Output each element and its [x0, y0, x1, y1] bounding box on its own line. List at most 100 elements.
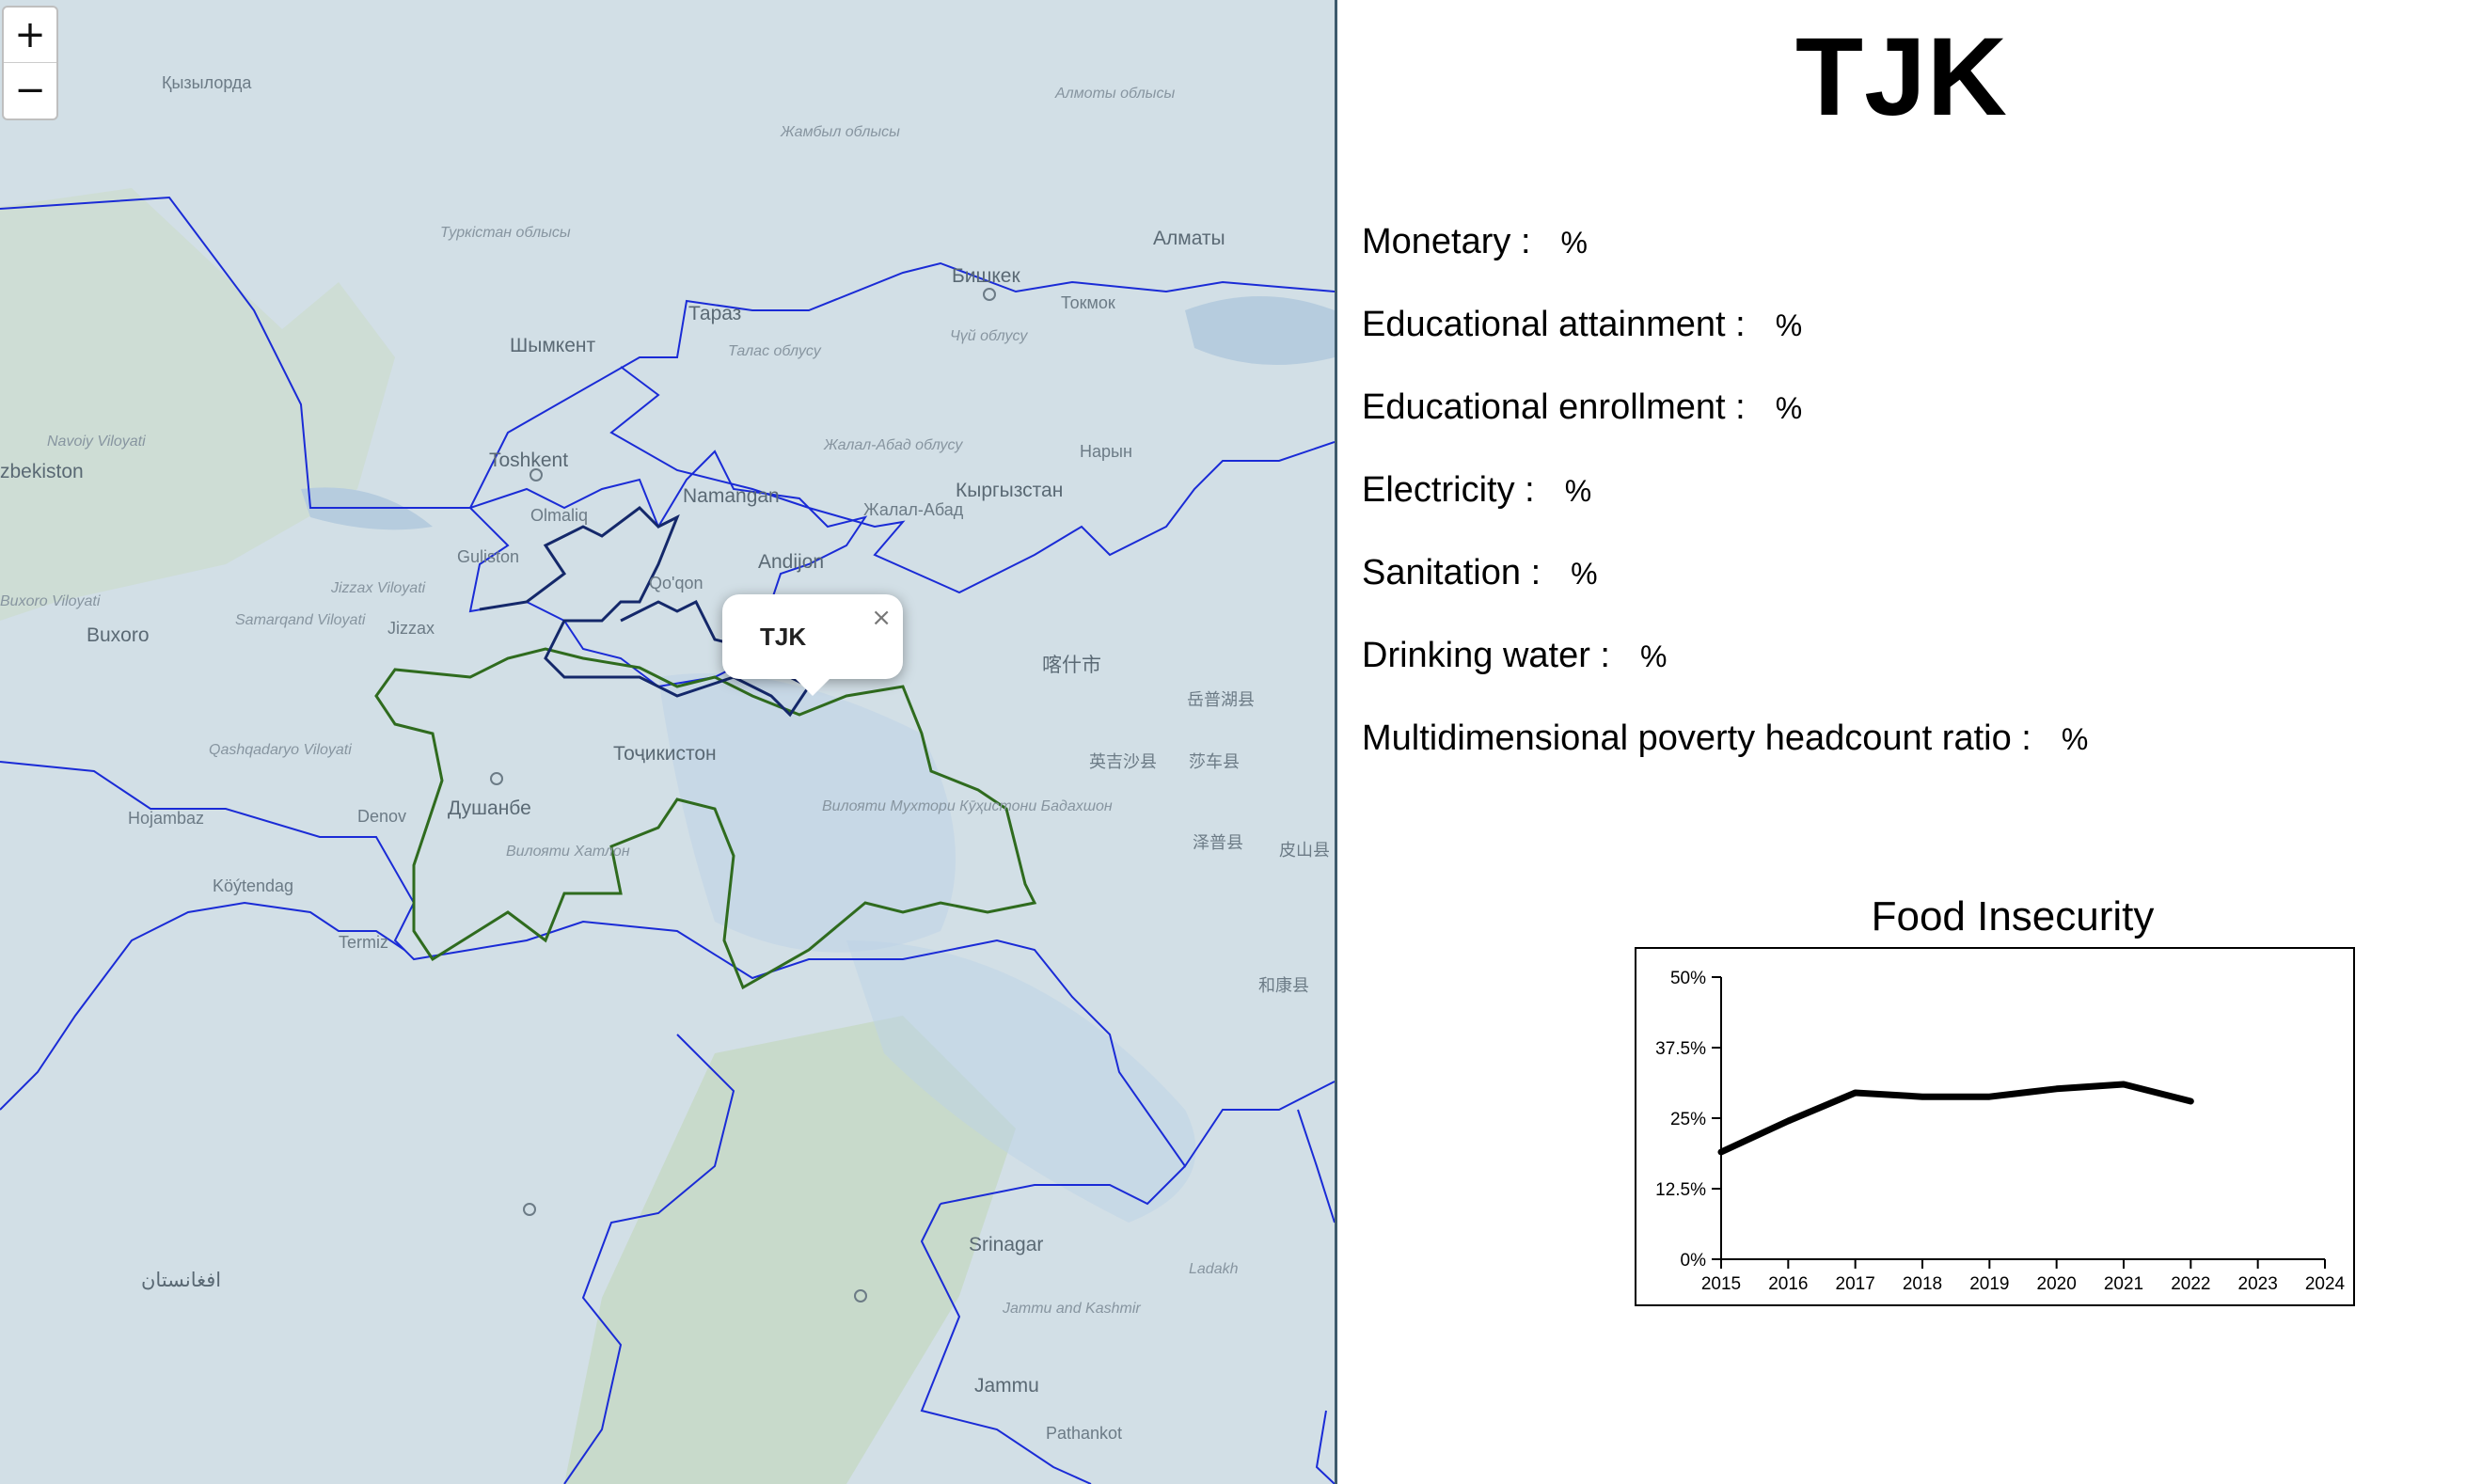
map-place-label: Pathankot [1046, 1424, 1122, 1443]
city-markers [490, 288, 996, 1302]
indicator-label: Educational attainment : [1362, 305, 1746, 344]
map-place-label: Guliston [457, 547, 519, 566]
map-place-label: Талас облусу [728, 343, 822, 359]
map-place-label: Toshkent [489, 450, 568, 471]
map-place-label: Jizzax [387, 619, 435, 638]
map-place-labels: Қызылорда Алмоты облысы Жамбыл облысы Алмат… [0, 73, 1330, 1443]
indicator-value: % [1564, 474, 1592, 508]
indicator-educational-enrollment: Educational enrollment :% [1362, 387, 1802, 428]
map-place-label: Жалал-Абад [863, 500, 964, 519]
indicator-label: Sanitation : [1362, 553, 1541, 592]
chart-title: Food Insecurity [1871, 893, 2155, 939]
map-place-label: Qo'qon [649, 574, 703, 592]
food-insecurity-chart: 0% 12.5% 25% 37.5% 50% 2015 2016 2017 2018 2019 20… [1635, 947, 2355, 1306]
map-place-label: Namangan [683, 485, 780, 507]
indicator-mpi-headcount: Multidimensional poverty headcount ratio… [1362, 718, 2088, 759]
map-place-label: 岳普湖县 [1187, 690, 1255, 709]
indicator-value: % [1775, 308, 1803, 342]
map-popup: TJK × [722, 594, 903, 696]
chart-canvas: 0% 12.5% 25% 37.5% 50% 2015 2016 2017 2018 2019 20… [1655, 969, 2346, 1294]
map-place-label: 英吉沙县 [1089, 752, 1157, 771]
map-place-label: Тараз [688, 303, 741, 324]
popup-country-label: TJK [760, 623, 807, 651]
map-place-label: Hojambaz [128, 809, 204, 828]
x-tick-label: 2016 [1768, 1274, 1808, 1294]
zoom-in-button[interactable]: + [14, 13, 46, 56]
x-tick-label: 2019 [1969, 1274, 2009, 1294]
x-tick-label: 2022 [2171, 1274, 2210, 1294]
y-tick-label: 25% [1670, 1110, 1706, 1129]
map-place-label: Тоҷикистон [613, 743, 717, 765]
x-tick-label: 2023 [2238, 1274, 2278, 1294]
map-place-label: Жалал-Абад облусу [823, 437, 963, 453]
indicator-value: % [1775, 391, 1803, 425]
map-place-label: Andijon [758, 551, 824, 573]
indicator-sanitation: Sanitation :% [1362, 553, 1598, 593]
info-panel: TJK Monetary :% Educational attainment :… [1337, 0, 2466, 1484]
indicator-value: % [1560, 226, 1588, 260]
popup-close-icon[interactable]: × [871, 604, 892, 632]
map-place-label: Qashqadaryo Viloyati [209, 742, 352, 758]
indicator-label: Multidimensional poverty headcount ratio… [1362, 718, 2031, 758]
y-tick-label: 12.5% [1655, 1180, 1706, 1200]
map-place-label: Buxoro Viloyati [0, 593, 101, 609]
indicator-drinking-water: Drinking water :% [1362, 636, 1667, 676]
map-glacier-area-2 [846, 940, 1196, 1223]
y-tick-label: 0% [1681, 1251, 1707, 1271]
map-place-label: Jammu and Kashmir [1002, 1301, 1141, 1317]
tajikistan-border [374, 647, 1037, 990]
indicator-label: Drinking water : [1362, 636, 1610, 675]
map-place-label: افغانستان [141, 1270, 221, 1291]
map-place-label: Туркістан облысы [440, 225, 571, 241]
map-place-label: Jizzax Viloyati [330, 580, 426, 596]
map-place-label: Чүй облусу [950, 328, 1028, 344]
map-glacier-area [658, 673, 956, 953]
map-canvas[interactable]: Қызылорда Алмоты облысы Жамбыл облысы Алмат… [0, 0, 1335, 1484]
country-title: TJK [1795, 15, 2008, 139]
map-place-label: 喀什市 [1042, 655, 1101, 676]
indicator-value: % [1571, 557, 1598, 591]
zoom-control: + − [2, 6, 58, 120]
map-panel-divider [1335, 0, 1337, 1484]
map-place-label: Шымкент [510, 335, 595, 356]
map-green-area [564, 1016, 1016, 1484]
x-tick-label: 2020 [2037, 1274, 2077, 1294]
x-tick-label: 2017 [1836, 1274, 1875, 1294]
map-place-label: Қызылорда [162, 73, 252, 92]
x-tick-label: 2024 [2305, 1274, 2346, 1294]
map-place-label: Вилояти Мухтори Кӯҳистони Бадахшон [822, 798, 1113, 814]
map-place-label: Нарын [1080, 442, 1132, 461]
map-place-label: Buxoro [87, 624, 150, 646]
map-lake-balkhash [1185, 296, 1335, 365]
indicator-value: % [1639, 639, 1668, 673]
y-tick-label: 50% [1670, 969, 1706, 988]
map-place-label: 皮山县 [1279, 841, 1330, 860]
map-place-label: Алмоты облысы [1054, 86, 1175, 102]
map-place-label: Ladakh [1189, 1261, 1239, 1277]
indicator-educational-attainment: Educational attainment :% [1362, 305, 1802, 345]
indicator-label: Educational enrollment : [1362, 387, 1746, 427]
map-place-label: 和康县 [1258, 976, 1309, 995]
map-place-label: 泽普县 [1193, 833, 1243, 852]
map-place-label: zbekiston [0, 461, 84, 482]
map-place-label: Olmaliq [530, 506, 588, 525]
x-tick-label: 2015 [1701, 1274, 1741, 1294]
map-place-label: Бишкек [952, 265, 1020, 287]
zoom-out-button[interactable]: − [4, 62, 56, 118]
map-place-label: Вилояти Хатлон [506, 844, 630, 860]
map-place-label: Termiz [339, 933, 388, 952]
x-tick-label: 2021 [2104, 1274, 2143, 1294]
map-place-label: Кыргызстан [956, 480, 1063, 501]
indicator-electricity: Electricity :% [1362, 470, 1591, 511]
map-place-label: Navoiy Viloyati [47, 434, 146, 450]
indicator-value: % [2061, 722, 2089, 756]
map-place-label: Köýtendag [213, 876, 293, 895]
map-steppe-area [0, 188, 395, 621]
map-view[interactable]: Қызылорда Алмоты облысы Жамбыл облысы Алмат… [0, 0, 1335, 1484]
y-tick-label: 37.5% [1655, 1039, 1706, 1059]
x-tick-label: 2018 [1903, 1274, 1942, 1294]
map-place-label: Токмок [1061, 293, 1115, 312]
map-place-label: Душанбе [448, 797, 531, 819]
country-borders [0, 196, 1335, 1484]
indicator-monetary: Monetary :% [1362, 222, 1588, 262]
